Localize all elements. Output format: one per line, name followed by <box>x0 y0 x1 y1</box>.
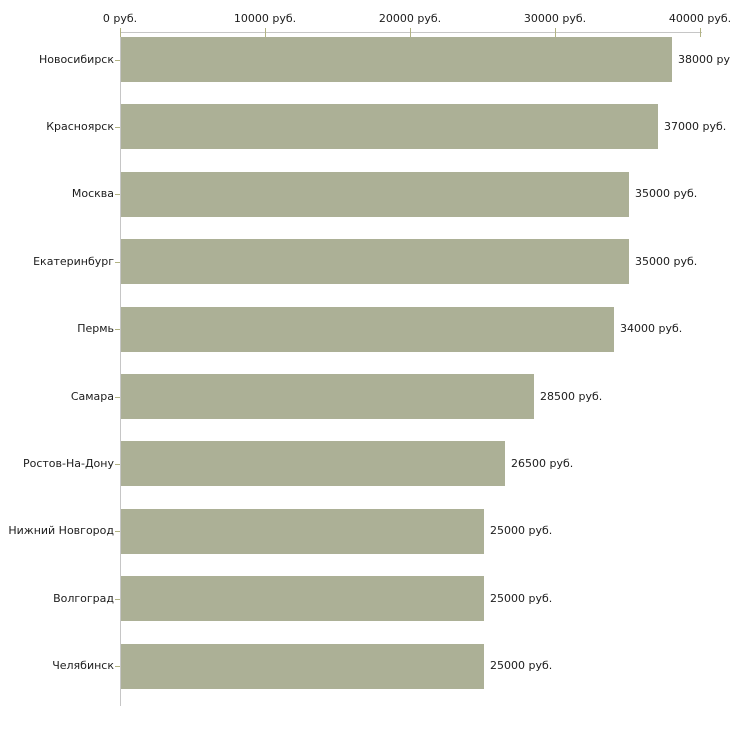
value-label: 37000 руб. <box>664 119 727 133</box>
bar <box>121 576 484 622</box>
bar <box>121 239 629 285</box>
y-tick-mark <box>115 329 120 330</box>
bar <box>121 508 484 554</box>
x-tick-mark <box>265 28 266 37</box>
y-axis-line <box>120 32 121 706</box>
x-tick-mark <box>120 28 121 37</box>
y-tick-mark <box>115 397 120 398</box>
x-axis-line <box>120 32 702 33</box>
y-tick-mark <box>115 464 120 465</box>
category-label: Челябинск <box>52 659 114 673</box>
y-tick-mark <box>115 666 120 667</box>
bar <box>121 306 614 352</box>
x-tick-label: 40000 руб. <box>668 12 730 25</box>
category-label: Москва <box>71 187 114 201</box>
y-tick-mark <box>115 599 120 600</box>
bar <box>121 104 658 150</box>
y-tick-mark <box>115 531 120 532</box>
y-tick-mark <box>115 262 120 263</box>
bar <box>121 37 672 82</box>
x-tick-mark <box>410 28 411 37</box>
y-tick-mark <box>115 194 120 195</box>
x-tick-label: 10000 руб. <box>233 12 297 25</box>
value-label: 25000 руб. <box>490 659 553 673</box>
x-tick-label: 0 руб. <box>102 12 138 25</box>
category-label: Красноярск <box>46 119 114 133</box>
category-label: Пермь <box>77 322 114 336</box>
category-label: Екатеринбург <box>33 254 114 268</box>
value-label: 28500 руб. <box>540 389 603 403</box>
value-label: 34000 руб. <box>620 322 683 336</box>
value-label: 35000 руб. <box>635 254 698 268</box>
value-label: 25000 руб. <box>490 524 553 538</box>
y-tick-mark <box>115 127 120 128</box>
category-label: Волгоград <box>53 591 114 605</box>
bar <box>121 643 484 689</box>
value-label: 26500 руб. <box>511 456 574 470</box>
category-label: Нижний Новгород <box>8 524 114 538</box>
value-label: 25000 руб. <box>490 591 553 605</box>
category-label: Новосибирск <box>38 52 114 66</box>
value-label: 38000 руб. <box>678 52 730 66</box>
y-tick-mark <box>115 60 120 61</box>
bar <box>121 374 534 419</box>
category-label: Самара <box>70 389 114 403</box>
x-tick-label: 20000 руб. <box>378 12 442 25</box>
x-tick-label: 30000 руб. <box>523 12 587 25</box>
bar <box>121 171 629 217</box>
bar <box>121 441 505 487</box>
x-tick-mark <box>555 28 556 37</box>
category-label: Ростов-На-Дону <box>22 456 114 470</box>
x-tick-mark <box>700 28 701 37</box>
value-label: 35000 руб. <box>635 187 698 201</box>
